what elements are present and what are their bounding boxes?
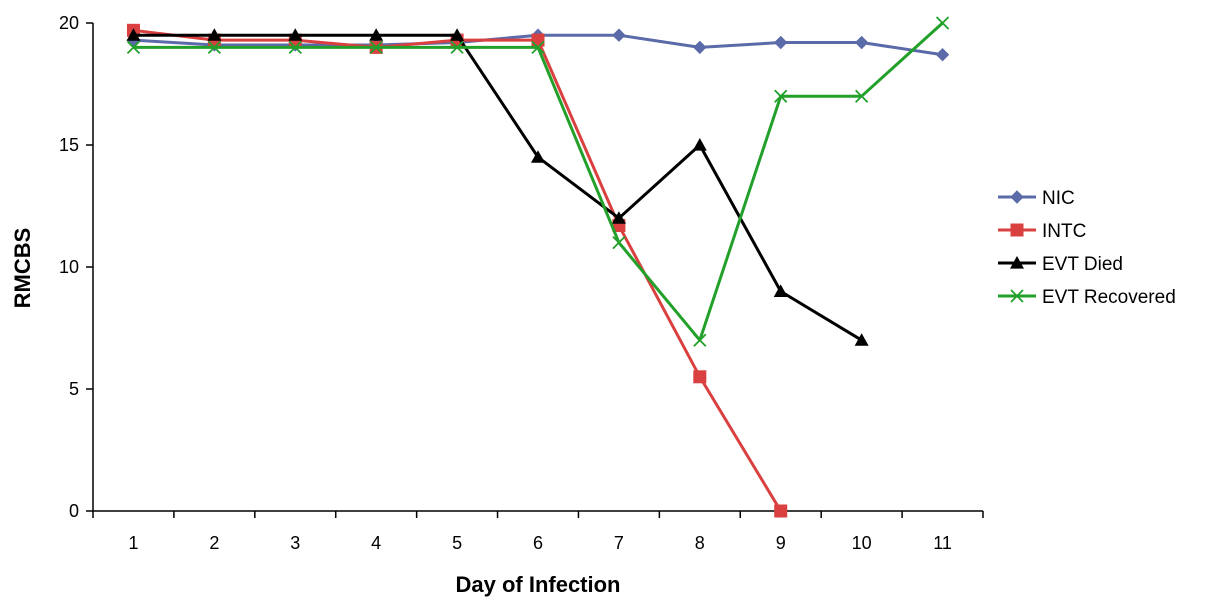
legend-evt-recovered-point-stroke-b	[1010, 289, 1024, 303]
evt-recovered-point-stroke-b	[369, 40, 383, 55]
legend-item-intc: INTC	[998, 221, 1086, 242]
evt-died-point	[450, 28, 465, 41]
evt-recovered-point-stroke-b	[288, 40, 302, 55]
x-tick-label: 1	[128, 533, 138, 553]
evt-died-point	[854, 333, 869, 346]
evt-died-point	[531, 150, 545, 163]
evt-recovered-point-stroke-b	[531, 40, 545, 55]
evt-recovered-point-stroke-b	[935, 16, 950, 30]
evt-recovered-point	[531, 40, 545, 55]
evt-died-point	[692, 138, 707, 151]
evt-recovered-point-stroke-b	[207, 40, 222, 55]
y-tick-label: 15	[59, 135, 79, 155]
legend-evt-died-point	[1010, 256, 1024, 269]
nic-point	[854, 35, 869, 50]
legend-item-evt-recovered: EVT Recovered	[998, 287, 1176, 308]
evt-died-point	[126, 28, 141, 41]
x-tick-label: 9	[776, 533, 786, 553]
evt-died-point	[369, 28, 384, 41]
evt-recovered-point	[207, 40, 222, 55]
y-axis-title: RMCBS	[10, 228, 35, 309]
evt-recovered-point	[126, 40, 141, 55]
legend-label: EVT Recovered	[1042, 287, 1176, 308]
legend-intc-point	[1010, 223, 1024, 237]
evt-recovered-point	[935, 16, 950, 30]
legend-item-evt-died: EVT Died	[998, 254, 1123, 275]
evt-recovered-point	[288, 40, 302, 55]
evt-recovered-point-stroke-b	[854, 89, 869, 103]
x-tick-label: 6	[533, 533, 543, 553]
series-line-evt-died	[133, 33, 863, 342]
evt-recovered-point	[854, 89, 869, 103]
x-tick-label: 10	[852, 533, 872, 553]
evt-recovered-point-stroke-b	[693, 333, 707, 347]
series-intc	[126, 23, 788, 518]
evt-died-point	[611, 211, 626, 224]
x-tick-label: 4	[371, 533, 381, 553]
x-tick-label: 5	[452, 533, 462, 553]
evt-recovered-point	[774, 89, 788, 103]
intc-point	[531, 33, 545, 47]
x-tick-label: 2	[209, 533, 219, 553]
x-tick-label: 3	[290, 533, 300, 553]
nic-point	[693, 40, 707, 55]
legend: NIC INTC EVT Died EVT Recovered	[998, 188, 1176, 308]
intc-point	[774, 504, 788, 518]
series-evt-died	[126, 28, 869, 346]
y-tick-label: 10	[59, 257, 79, 277]
legend-item-nic: NIC	[998, 188, 1075, 209]
evt-recovered-point-stroke-b	[612, 235, 626, 250]
evt-died-point	[773, 284, 788, 297]
x-axis-title: Day of Infection	[455, 572, 620, 597]
evt-recovered-point-stroke-b	[450, 40, 464, 55]
evt-recovered-point-stroke-b	[126, 40, 141, 55]
y-tick-label: 20	[59, 13, 79, 33]
x-ticks: 1 2 3 4 5 6 7 8 9 10 11	[92, 511, 984, 553]
legend-nic-point	[1010, 190, 1024, 204]
y-tick-label: 0	[69, 501, 79, 521]
evt-recovered-point	[369, 40, 383, 55]
legend-label: EVT Died	[1042, 254, 1123, 275]
evt-recovered-point	[450, 40, 464, 55]
axes: 0 5 10 15 20 1 2 3 4 5 6 7 8 9 10 11	[59, 13, 984, 553]
legend-label: INTC	[1042, 221, 1086, 242]
evt-died-point	[288, 28, 303, 41]
y-ticks: 0 5 10 15 20	[59, 13, 93, 521]
series-line-evt-recovered	[133, 21, 944, 342]
y-tick-label: 5	[69, 379, 79, 399]
x-tick-label: 7	[614, 533, 624, 553]
x-tick-label: 8	[695, 533, 705, 553]
legend-label: NIC	[1042, 188, 1075, 209]
nic-point	[935, 48, 950, 62]
nic-point	[774, 35, 788, 50]
nic-point	[612, 28, 626, 42]
series-line-intc	[133, 28, 783, 512]
series-layer	[126, 16, 950, 518]
evt-died-point	[207, 28, 222, 41]
series-evt-recovered	[126, 16, 950, 347]
intc-point	[693, 370, 707, 384]
evt-recovered-point	[693, 333, 707, 347]
evt-recovered-point	[612, 235, 626, 250]
evt-recovered-point-stroke-b	[774, 89, 788, 103]
x-tick-label: 11	[933, 533, 952, 553]
legend-evt-recovered-point	[1010, 289, 1024, 303]
